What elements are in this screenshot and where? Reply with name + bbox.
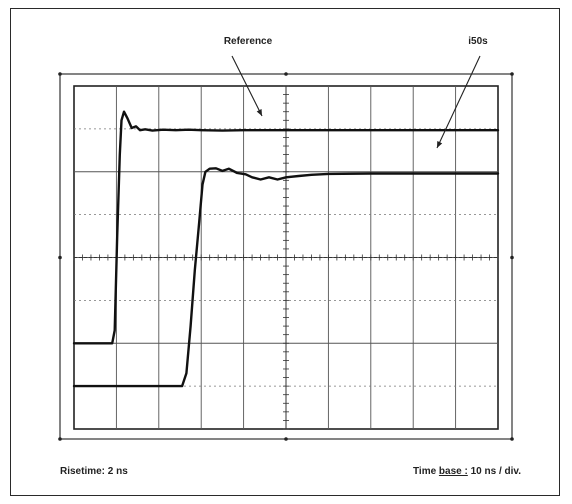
bezel-dot xyxy=(284,437,288,441)
reference-trace xyxy=(72,110,500,345)
bezel-dot xyxy=(284,72,288,76)
timebase-label: Time base : 10 ns / div. xyxy=(413,466,521,477)
reference-arrow-head xyxy=(256,109,262,116)
bezel-dot xyxy=(510,437,514,441)
timebase-suffix: 10 ns / div. xyxy=(468,466,521,477)
callouts xyxy=(231,55,481,149)
bezel-dot xyxy=(510,72,514,76)
bezel-dot xyxy=(58,255,62,260)
bezel-dot xyxy=(58,72,62,76)
risetime-label: Risetime: 2 ns xyxy=(60,466,128,477)
i50s-arrow xyxy=(436,55,481,149)
timebase-underlined: base : xyxy=(439,466,468,477)
reference-arrow xyxy=(231,55,263,117)
i50s-arrow-head xyxy=(437,141,443,148)
timebase-prefix: Time xyxy=(413,466,439,477)
scope-grid xyxy=(58,72,514,441)
figure-frame xyxy=(10,8,560,496)
reference-callout-label: Reference xyxy=(224,36,273,47)
scope-traces xyxy=(72,110,500,388)
bezel-dot xyxy=(58,437,62,441)
i50s-callout-label: i50s xyxy=(468,36,488,47)
i50s-trace xyxy=(72,167,500,388)
bezel-dot xyxy=(510,255,514,260)
